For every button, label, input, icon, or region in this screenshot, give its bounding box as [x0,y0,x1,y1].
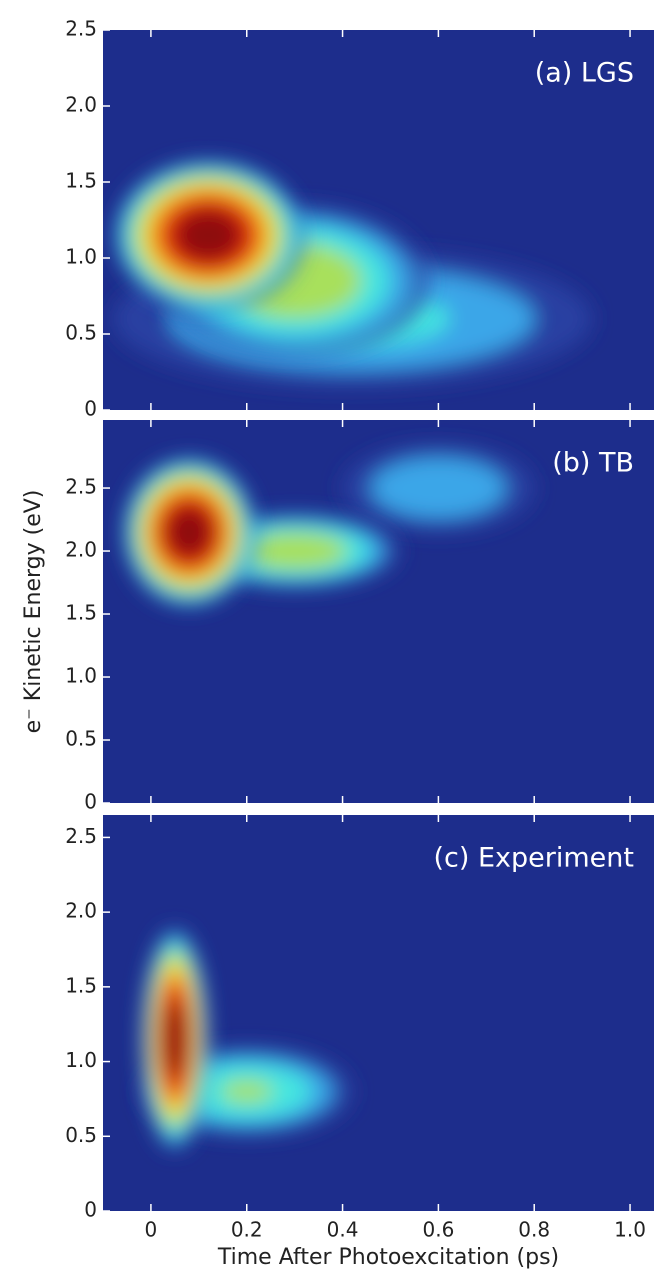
panel-label: (a) LGS [535,58,634,89]
y-tick-label: 0.5 [65,321,97,345]
x-tick-label: 0.2 [231,1218,263,1242]
intensity-level [220,1080,274,1103]
intensity-peak [342,443,535,533]
y-tick-label: 1.0 [65,245,97,269]
intensity-peak [141,927,209,1152]
panel [103,815,654,1211]
y-tick-label: 1.5 [65,601,97,625]
intensity-level [370,456,507,520]
panel [103,30,654,410]
y-tick-label: 2.5 [65,17,97,41]
y-tick-label: 1.0 [65,664,97,688]
y-tick-label: 2.0 [65,899,97,923]
x-tick-label: 0.4 [327,1218,359,1242]
y-tick-label: 0 [84,790,97,814]
intensity-level [165,505,213,559]
intensity-level [174,208,243,263]
y-tick-label: 2.0 [65,93,97,117]
y-tick-label: 2.5 [65,475,97,499]
x-tick-label: 0.6 [422,1218,454,1242]
intensity-level [241,532,348,570]
y-axis-label: e⁻ Kinetic Energy (eV) [21,490,46,734]
y-tick-label: 0.5 [65,1123,97,1147]
x-tick-label: 1.0 [614,1218,646,1242]
y-tick-label: 1.0 [65,1048,97,1072]
y-tick-label: 0 [84,397,97,421]
panel [103,420,654,803]
y-tick-label: 1.5 [65,169,97,193]
panel-label: (b) TB [552,448,634,479]
x-axis-label: Time After Photoexcitation (ps) [217,1245,559,1270]
y-tick-label: 2.5 [65,824,97,848]
intensity-peak [112,159,305,312]
x-tick-label: 0.8 [518,1218,550,1242]
intensity-level [163,999,187,1079]
x-tick-label: 0 [145,1218,158,1242]
y-tick-label: 0 [84,1198,97,1222]
intensity-peak [122,456,257,608]
y-tick-label: 0.5 [65,727,97,751]
panel-label: (c) Experiment [434,843,635,874]
y-tick-label: 1.5 [65,973,97,997]
y-tick-label: 2.0 [65,538,97,562]
